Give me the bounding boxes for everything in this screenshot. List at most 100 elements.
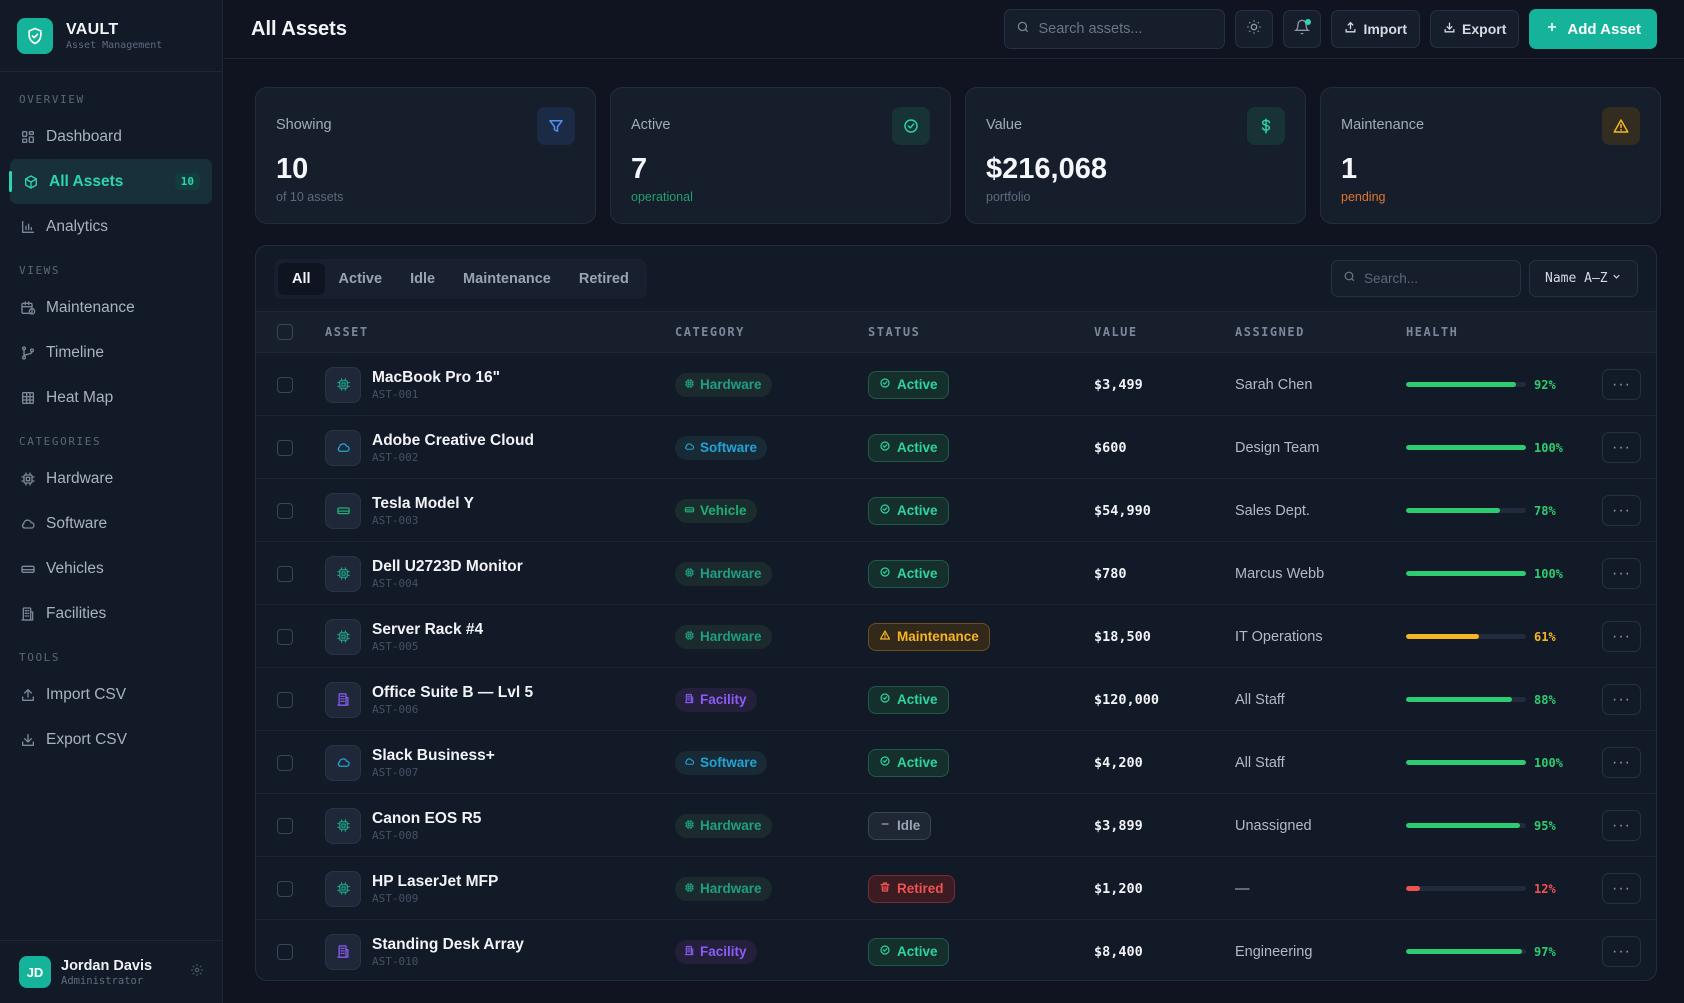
row-checkbox[interactable] (277, 857, 293, 920)
table-row[interactable]: Server Rack #4 AST-005 Hardware Maintena… (256, 605, 1656, 668)
row-checkbox[interactable] (277, 479, 293, 542)
column-header-value[interactable]: VALUE (1094, 325, 1138, 339)
row-actions-button[interactable]: ··· (1602, 936, 1641, 967)
stat-subtext: operational (631, 190, 693, 204)
tab-retired[interactable]: Retired (578, 270, 629, 287)
row-checkbox[interactable] (277, 731, 293, 794)
asset-name[interactable]: Office Suite B — Lvl 5 (372, 683, 534, 701)
health-meter: 97% (1406, 920, 1556, 980)
column-header-status[interactable]: STATUS (868, 325, 921, 339)
asset-id: AST-002 (372, 450, 419, 464)
sidebar-item-import-csv[interactable]: Import CSV (0, 672, 222, 717)
notifications-button[interactable] (1283, 10, 1322, 48)
stat-card-maintenance: Maintenance 1 pending (1320, 87, 1661, 224)
category-badge: Hardware (675, 372, 772, 397)
row-checkbox[interactable] (277, 416, 293, 479)
theme-toggle-button[interactable] (1235, 10, 1274, 48)
health-bar (1406, 382, 1526, 387)
table-row[interactable]: Slack Business+ AST-007 Software Active … (256, 731, 1656, 794)
table-row[interactable]: Office Suite B — Lvl 5 AST-006 Facility … (256, 668, 1656, 731)
category-badge: Hardware (675, 876, 772, 901)
search-assets[interactable] (1004, 9, 1226, 49)
search-input[interactable] (1038, 21, 1209, 37)
asset-id: AST-001 (372, 387, 419, 401)
filter-icon (537, 107, 575, 145)
sidebar-item-timeline[interactable]: Timeline (0, 330, 222, 375)
asset-name[interactable]: Slack Business+ (372, 746, 495, 764)
add-asset-button[interactable]: Add Asset (1529, 9, 1657, 49)
column-header-assigned[interactable]: ASSIGNED (1235, 325, 1305, 339)
row-checkbox[interactable] (277, 794, 293, 857)
sidebar-item-facilities[interactable]: Facilities (0, 591, 222, 636)
tab-maintenance[interactable]: Maintenance (463, 270, 551, 287)
sidebar-item-vehicles[interactable]: Vehicles (0, 546, 222, 591)
sidebar-item-export-csv[interactable]: Export CSV (0, 717, 222, 762)
row-checkbox[interactable] (277, 668, 293, 731)
row-actions-button[interactable]: ··· (1602, 810, 1641, 841)
export-button[interactable]: Export (1430, 10, 1520, 48)
asset-name[interactable]: Standing Desk Array (372, 935, 524, 953)
check-circle-icon (892, 107, 930, 145)
asset-name[interactable]: Adobe Creative Cloud (372, 431, 534, 449)
asset-name[interactable]: Dell U2723D Monitor (372, 557, 523, 575)
category-label: Hardware (700, 377, 762, 392)
table-row[interactable]: HP LaserJet MFP AST-009 Hardware Retired… (256, 857, 1656, 920)
row-actions-button[interactable]: ··· (1602, 873, 1641, 904)
status-badge: Active (868, 937, 949, 966)
table-search-input[interactable] (1364, 271, 1504, 286)
row-checkbox[interactable] (277, 605, 293, 668)
column-header-asset[interactable]: ASSET (325, 325, 369, 339)
sidebar-item-software[interactable]: Software (0, 501, 222, 546)
table-row[interactable]: Canon EOS R5 AST-008 Hardware Idle $3,89… (256, 794, 1656, 857)
row-checkbox[interactable] (277, 353, 293, 416)
select-all-checkbox[interactable] (277, 324, 293, 340)
tab-all[interactable]: All (278, 262, 325, 295)
table-row[interactable]: Standing Desk Array AST-010 Facility Act… (256, 920, 1656, 980)
sidebar-item-analytics[interactable]: Analytics (0, 204, 222, 249)
column-header-health[interactable]: HEALTH (1406, 325, 1459, 339)
sort-select[interactable]: Name A–Z (1529, 260, 1638, 297)
health-meter: 100% (1406, 542, 1563, 605)
table-row[interactable]: Tesla Model Y AST-003 Vehicle Active $54… (256, 479, 1656, 542)
asset-name[interactable]: Tesla Model Y (372, 494, 474, 512)
chevron-down-icon (1611, 271, 1622, 286)
sidebar-item-dashboard[interactable]: Dashboard (0, 114, 222, 159)
table-row[interactable]: Dell U2723D Monitor AST-004 Hardware Act… (256, 542, 1656, 605)
row-actions-button[interactable]: ··· (1602, 747, 1641, 778)
user-profile[interactable]: JD Jordan Davis Administrator (0, 940, 223, 1003)
sidebar-item-all-assets[interactable]: All Assets 10 (9, 159, 212, 204)
column-header-category[interactable]: CATEGORY (675, 325, 745, 339)
table-row[interactable]: MacBook Pro 16" AST-001 Hardware Active … (256, 353, 1656, 416)
row-actions-button[interactable]: ··· (1602, 621, 1641, 652)
status-badge: Active (868, 559, 949, 588)
row-checkbox[interactable] (277, 542, 293, 605)
category-badge: Hardware (675, 561, 772, 586)
stat-subtext: pending (1341, 190, 1386, 204)
row-actions-button[interactable]: ··· (1602, 558, 1641, 589)
asset-name[interactable]: Canon EOS R5 (372, 809, 482, 827)
check-circle-icon (879, 377, 891, 392)
asset-value: $3,499 (1094, 376, 1143, 393)
tab-idle[interactable]: Idle (410, 270, 436, 287)
health-bar-fill (1406, 823, 1520, 828)
asset-name[interactable]: MacBook Pro 16" (372, 368, 500, 386)
table-search[interactable] (1331, 260, 1521, 297)
table-row[interactable]: Adobe Creative Cloud AST-002 Software Ac… (256, 416, 1656, 479)
gear-icon[interactable] (190, 963, 204, 981)
sidebar-item-heat-map[interactable]: Heat Map (0, 375, 222, 420)
sidebar-item-maintenance[interactable]: Maintenance (0, 285, 222, 330)
asset-name[interactable]: HP LaserJet MFP (372, 872, 499, 890)
sidebar-item-hardware[interactable]: Hardware (0, 456, 222, 501)
more-icon: ··· (1612, 753, 1631, 771)
asset-name[interactable]: Server Rack #4 (372, 620, 484, 638)
row-checkbox[interactable] (277, 920, 293, 980)
row-actions-button[interactable]: ··· (1602, 369, 1641, 400)
dollar-icon (1247, 107, 1285, 145)
row-actions-button[interactable]: ··· (1602, 684, 1641, 715)
row-actions-button[interactable]: ··· (1602, 495, 1641, 526)
tab-active[interactable]: Active (338, 270, 383, 287)
import-button[interactable]: Import (1331, 10, 1421, 48)
health-bar-fill (1406, 382, 1517, 387)
row-actions-button[interactable]: ··· (1602, 432, 1641, 463)
status-badge: Active (868, 748, 949, 777)
